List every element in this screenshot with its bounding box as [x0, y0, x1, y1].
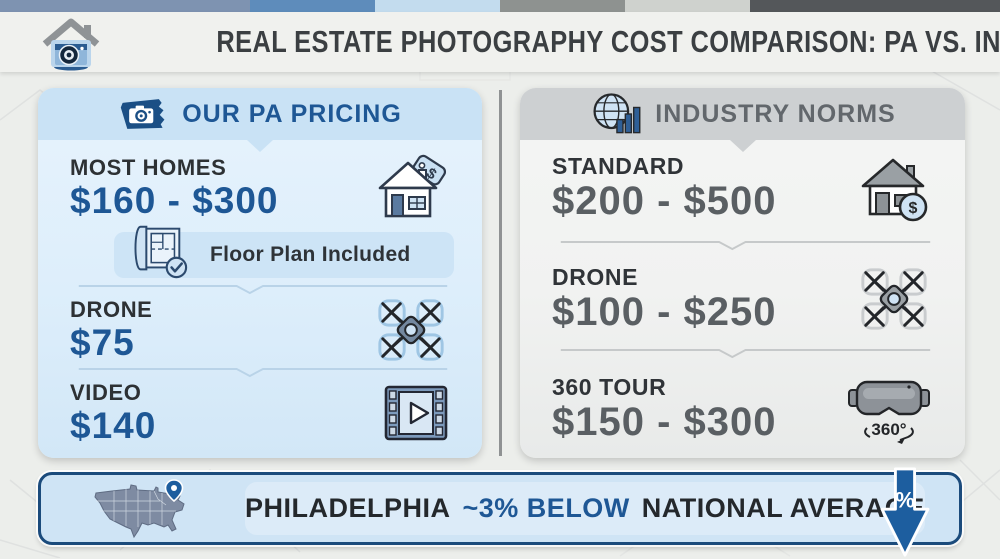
- drone-icon: [378, 299, 444, 361]
- floor-plan-icon: [134, 226, 188, 279]
- drone-price: $75: [70, 322, 135, 364]
- industry-norms-header: INDUSTRY NORMS: [520, 88, 965, 140]
- globe-chart-icon: [593, 93, 641, 134]
- standard-label: STANDARD: [552, 152, 685, 179]
- standard-price: $200 - $500: [552, 178, 777, 223]
- stripe-segment: [625, 0, 750, 12]
- section-divider: [78, 367, 448, 377]
- arrow-percent-label: %: [895, 487, 915, 512]
- stripe-segment: [375, 0, 500, 12]
- usa-map-icon: [94, 478, 185, 538]
- tour-label: 360 TOUR: [552, 373, 667, 400]
- industry-drone-row: DRONE $100 - $250: [552, 264, 939, 334]
- pa-pricing-title: OUR PA PRICING: [182, 99, 402, 128]
- most-homes-label: MOST HOMES: [70, 155, 227, 181]
- suffix-label: NATIONAL AVERAGE: [641, 493, 925, 523]
- most-homes-row: MOST HOMES $160 - $300 $: [70, 150, 456, 226]
- floor-plan-badge-label: Floor Plan Included: [210, 243, 411, 267]
- industry-norms-title: INDUSTRY NORMS: [655, 99, 896, 128]
- industry-norms-panel: INDUSTRY NORMS STANDARD $200 - $500 $ DR…: [520, 88, 965, 458]
- section-divider: [78, 284, 448, 294]
- floor-plan-badge: Floor Plan Included: [114, 226, 454, 279]
- highlight-label: ~3% BELOW: [462, 493, 630, 523]
- section-divider: [560, 240, 931, 251]
- stripe-segment: [250, 0, 375, 12]
- industry-drone-price: $100 - $250: [552, 289, 777, 334]
- most-homes-price: $160 - $300: [70, 180, 279, 222]
- drone-label: DRONE: [70, 297, 153, 323]
- philadelphia-comparison-bar: PHILADELPHIA ~3% BELOW NATIONAL AVERAGE …: [38, 467, 962, 557]
- video-film-icon: [384, 385, 448, 441]
- pa-pricing-panel: OUR PA PRICING MOST HOMES $160 - $300 $: [38, 88, 482, 458]
- video-label: VIDEO: [70, 380, 142, 406]
- video-row: VIDEO $140: [70, 380, 456, 446]
- section-divider: [560, 349, 931, 359]
- panel-divider: [499, 90, 502, 456]
- percent-down-arrow-icon: %: [880, 467, 930, 557]
- pennsylvania-camera-icon: [120, 99, 165, 129]
- video-price: $140: [70, 405, 157, 447]
- tour-price: $150 - $300: [552, 399, 777, 444]
- standard-row: STANDARD $200 - $500 $: [552, 150, 939, 226]
- house-price-tag-icon: $: [378, 154, 447, 218]
- stripe-segment: [0, 0, 250, 12]
- page-title: REAL ESTATE PHOTOGRAPHY COST COMPARISON:…: [216, 24, 1000, 59]
- icon-360-label: 360°: [871, 420, 906, 439]
- stripe-segment: [500, 0, 625, 12]
- vr-headset-360-icon: 360°: [848, 380, 930, 444]
- drone-icon: [861, 268, 927, 330]
- industry-drone-label: DRONE: [552, 263, 639, 290]
- header: REAL ESTATE PHOTOGRAPHY COST COMPARISON:…: [0, 12, 1000, 72]
- tour-row: 360 TOUR $150 - $300 360°: [552, 372, 939, 446]
- stripe-segment: [750, 0, 1000, 12]
- svg-text:$: $: [909, 200, 918, 217]
- pa-pricing-header: OUR PA PRICING: [38, 88, 482, 140]
- top-color-stripe: [0, 0, 1000, 12]
- comparison-text: PHILADELPHIA ~3% BELOW NATIONAL AVERAGE: [245, 482, 925, 535]
- location-label: PHILADELPHIA: [245, 493, 451, 523]
- house-camera-logo-icon: [42, 18, 100, 71]
- drone-row: DRONE $75: [70, 297, 456, 363]
- house-dollar-icon: $: [861, 158, 928, 222]
